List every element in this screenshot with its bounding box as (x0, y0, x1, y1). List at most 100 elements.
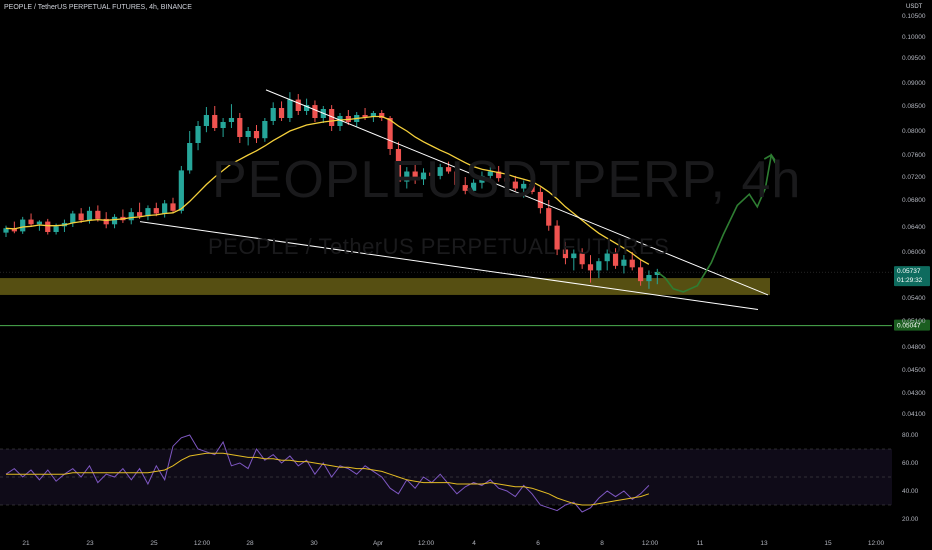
time-tick-label: 12:00 (868, 540, 885, 547)
candle-body (504, 178, 510, 182)
candle-body (546, 208, 552, 226)
candle-body (287, 99, 293, 118)
candle-body (587, 264, 594, 271)
candle-body (3, 228, 9, 233)
candle-body (479, 175, 485, 183)
candle-body (262, 121, 268, 139)
candle-body (253, 131, 260, 139)
price-tick-label: 0.10500 (902, 13, 926, 20)
candle-body (562, 249, 569, 259)
watermark-symbol: PEOPLEUSDTPERP, 4h (212, 151, 802, 209)
price-tick-label: 0.06000 (902, 249, 926, 256)
candle-body (629, 259, 635, 268)
price-tick-label: 0.10000 (902, 34, 926, 41)
time-axis[interactable]: 21 23 25 12:00 28 30 Apr 12:00 4 6 8 12:00 11 13 15 12:… (22, 540, 884, 547)
candle-body (404, 171, 410, 182)
candle-body (412, 171, 418, 180)
candle-body (178, 170, 184, 211)
price-tick-label: 0.08500 (902, 103, 926, 110)
rsi-ma-line (6, 452, 650, 506)
candle-body (128, 212, 134, 221)
candle-body (70, 213, 76, 223)
time-tick-label: 12:00 (642, 540, 659, 547)
time-tick-label: 25 (150, 540, 158, 547)
candle-body (612, 253, 619, 266)
lower-trendline (139, 221, 759, 310)
candle-body (387, 118, 393, 149)
candle-body (496, 171, 502, 179)
time-tick-label: 4 (472, 540, 476, 547)
candle-body (654, 271, 660, 275)
candle-body (86, 210, 93, 221)
symbol-header[interactable]: PEOPLE / TetherUS PERPETUAL FUTURES, 4h,… (4, 4, 192, 11)
last-price-label: 0.05737 (897, 268, 921, 275)
candle-body (153, 208, 159, 214)
candle-body (170, 203, 176, 211)
candle-body (537, 191, 543, 209)
upper-trendline (265, 89, 769, 296)
candle-body (638, 267, 644, 282)
rsi-tick-label: 60.00 (902, 460, 919, 467)
price-axis[interactable]: 0.10500 0.10000 0.09500 0.09000 0.08500 0.080… (902, 13, 926, 523)
candle-body (362, 115, 368, 117)
candle-body (329, 109, 335, 126)
candle-body (103, 218, 109, 225)
candle-body (137, 212, 143, 217)
price-tick-label: 0.06800 (902, 197, 926, 204)
countdown-label: 01:29:32 (897, 277, 923, 284)
candle-body (304, 105, 310, 111)
candle-body (28, 219, 34, 225)
candle-body (429, 172, 435, 176)
support-zone (0, 278, 770, 295)
candles-layer (3, 92, 660, 289)
candle-body (245, 131, 251, 137)
candle-body (604, 253, 610, 262)
candle-body (228, 118, 235, 122)
price-tick-label: 0.09500 (902, 55, 926, 62)
currency-label: USDT (906, 4, 923, 10)
candle-body (237, 118, 243, 137)
projection-path (656, 153, 778, 293)
time-tick-label: 13 (760, 540, 768, 547)
time-tick-label: 23 (86, 540, 94, 547)
drawings-layer: 0.05047 0.05737 01:29:32 (0, 89, 930, 331)
time-tick-label: 12:00 (194, 540, 211, 547)
candle-body (195, 126, 201, 143)
candle-body (111, 216, 118, 225)
candle-body (621, 259, 627, 266)
candle-body (579, 253, 585, 265)
price-tick-label: 0.05100 (902, 318, 926, 325)
price-tick-label: 0.04100 (902, 411, 926, 418)
rsi-line (5, 434, 650, 513)
time-tick-label: 30 (310, 540, 318, 547)
price-tick-label: 0.07200 (902, 174, 926, 181)
time-tick-label: 11 (697, 540, 704, 547)
candle-body (78, 213, 84, 221)
candle-body (203, 115, 209, 126)
candle-body (420, 172, 427, 180)
candle-body (187, 143, 193, 171)
rsi-tick-label: 80.00 (902, 432, 919, 439)
rsi-pane (0, 434, 892, 513)
candle-body (395, 149, 402, 182)
candle-body (45, 221, 51, 232)
candle-body (462, 185, 468, 191)
candle-body (20, 219, 26, 232)
candle-body (295, 99, 301, 111)
last-price-tag (894, 266, 930, 287)
rsi-tick-label: 20.00 (902, 516, 919, 523)
support-zone-rect (0, 278, 770, 295)
time-tick-label: 28 (246, 540, 254, 547)
price-tick-label: 0.04300 (902, 390, 926, 397)
price-tick-label: 0.04800 (902, 344, 926, 351)
candle-body (437, 167, 443, 176)
candle-body (95, 210, 101, 219)
candle-body (212, 115, 218, 128)
projection-arrowhead (763, 153, 777, 164)
candle-body (370, 113, 376, 117)
rsi-tick-label: 40.00 (902, 488, 919, 495)
price-tick-label: 0.06400 (902, 224, 926, 231)
moving-average-layer (5, 115, 650, 265)
time-tick-label: 8 (600, 540, 604, 547)
